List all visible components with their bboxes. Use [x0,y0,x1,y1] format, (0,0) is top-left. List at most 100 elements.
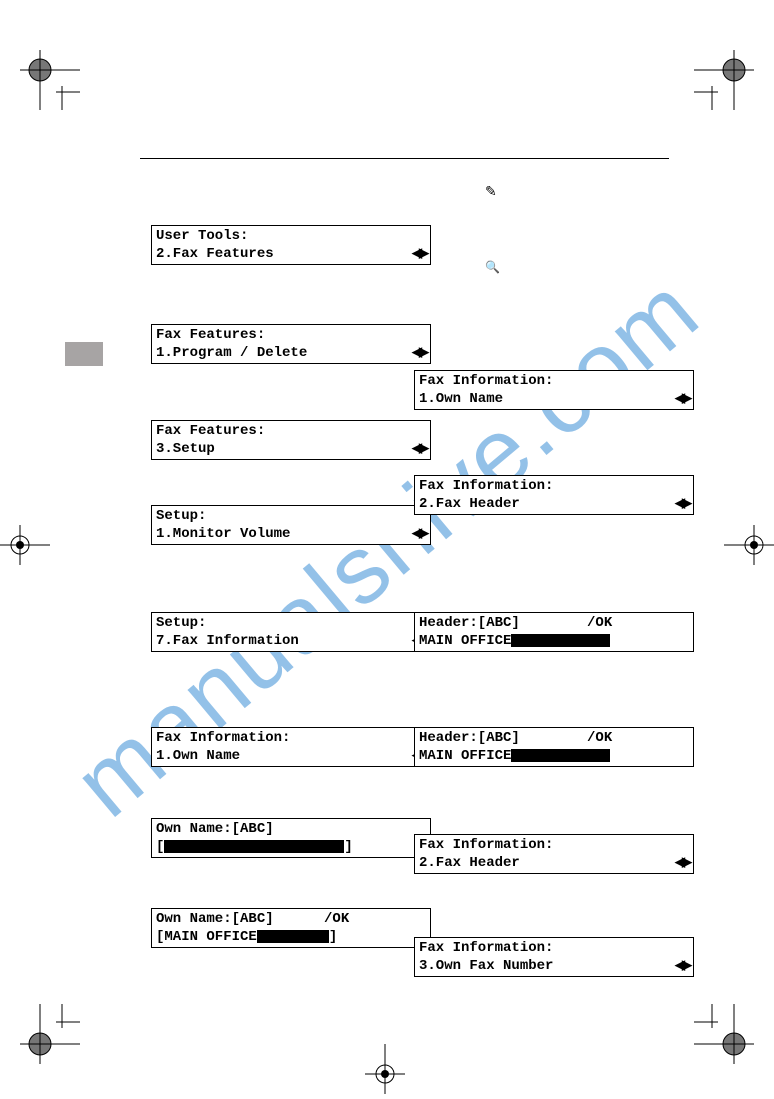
lcd-line2: MAIN OFFICE [419,632,689,650]
cursor-block-icon [284,930,293,943]
cursor-block-icon [529,634,538,647]
lcd-screen: Fax Features:3.Setup◀▶ [151,420,431,460]
lcd-screen: User Tools:2.Fax Features◀▶ [151,225,431,265]
crop-mark-icon [724,520,774,570]
cursor-block-icon [257,930,266,943]
nav-arrows-icon: ◀▶ [675,495,689,513]
lcd-line1: Setup: [156,507,426,525]
cursor-block-icon [254,840,263,853]
cursor-block-icon [520,749,529,762]
cursor-block-icon [218,840,227,853]
registration-mark-icon [20,50,80,110]
lcd-line1: Fax Features: [156,422,426,440]
lcd-line2: 1.Own Name◀▶ [419,390,689,408]
registration-mark-icon [20,1004,80,1064]
nav-arrows-icon: ◀▶ [412,525,426,543]
lcd-line1: Fax Information: [419,836,689,854]
lcd-line2: 2.Fax Header◀▶ [419,495,689,513]
cursor-block-icon [583,749,592,762]
nav-arrows-icon: ◀▶ [412,245,426,263]
lcd-line1: Fax Features: [156,326,426,344]
cursor-block-icon [317,840,326,853]
lcd-line2: MAIN OFFICE [419,747,689,765]
cursor-block-icon [583,634,592,647]
lcd-screen: Fax Information:2.Fax Header◀▶ [414,475,694,515]
crop-mark-icon [360,1044,410,1094]
lcd-line1: Fax Information: [419,939,689,957]
cursor-block-icon [335,840,344,853]
lcd-line2: 2.Fax Header◀▶ [419,854,689,872]
cursor-block-icon [263,840,272,853]
cursor-block-icon [326,840,335,853]
crop-mark-icon [0,520,50,570]
cursor-block-icon [227,840,236,853]
lcd-line1: Own Name:[ABC] [156,820,426,838]
cursor-block-icon [547,634,556,647]
page-number-tab [65,342,103,366]
lcd-line2: 1.Program / Delete◀▶ [156,344,426,362]
nav-arrows-icon: ◀▶ [412,344,426,362]
nav-arrows-icon: ◀▶ [675,957,689,975]
magnifier-icon: 🔍 [485,260,500,274]
lcd-line2: [] [156,838,426,856]
lcd-line2: 2.Fax Features◀▶ [156,245,426,263]
cursor-block-icon [209,840,218,853]
cursor-block-icon [511,749,520,762]
lcd-line1: Header:[ABC] /OK [419,729,689,747]
lcd-line2: 3.Setup◀▶ [156,440,426,458]
cursor-block-icon [592,634,601,647]
lcd-line1: Header:[ABC] /OK [419,614,689,632]
lcd-screen: Setup:1.Monitor Volume◀▶ [151,505,431,545]
cursor-block-icon [565,634,574,647]
lcd-screen: Header:[ABC] /OKMAIN OFFICE [414,612,694,652]
header-rule [140,158,669,159]
cursor-block-icon [236,840,245,853]
cursor-block-icon [538,634,547,647]
cursor-block-icon [556,749,565,762]
cursor-block-icon [293,930,302,943]
cursor-block-icon [308,840,317,853]
cursor-block-icon [565,749,574,762]
lcd-line1: Own Name:[ABC] /OK [156,910,426,928]
nav-arrows-icon: ◀▶ [412,440,426,458]
cursor-block-icon [574,749,583,762]
cursor-block-icon [538,749,547,762]
cursor-block-icon [182,840,191,853]
lcd-line2: [MAIN OFFICE] [156,928,426,946]
cursor-block-icon [547,749,556,762]
lcd-line1: Setup: [156,614,426,632]
cursor-block-icon [272,840,281,853]
cursor-block-icon [275,930,284,943]
lcd-line1: Fax Information: [419,372,689,390]
registration-mark-icon [694,50,754,110]
lcd-screen: Header:[ABC] /OKMAIN OFFICE [414,727,694,767]
cursor-block-icon [191,840,200,853]
cursor-block-icon [601,749,610,762]
lcd-screen: Fax Information:3.Own Fax Number◀▶ [414,937,694,977]
lcd-screen: Fax Information:2.Fax Header◀▶ [414,834,694,874]
lcd-screen: Setup:7.Fax Information◀▶ [151,612,431,652]
cursor-block-icon [556,634,565,647]
cursor-block-icon [320,930,329,943]
nav-arrows-icon: ◀▶ [675,854,689,872]
cursor-block-icon [164,840,173,853]
cursor-block-icon [311,930,320,943]
cursor-block-icon [299,840,308,853]
cursor-block-icon [592,749,601,762]
nav-arrows-icon: ◀▶ [675,390,689,408]
cursor-block-icon [529,749,538,762]
lcd-line1: User Tools: [156,227,426,245]
lcd-line1: Fax Information: [156,729,426,747]
lcd-line2: 1.Own Name◀▶ [156,747,426,765]
pencil-icon: ✎ [485,183,497,200]
cursor-block-icon [511,634,520,647]
lcd-screen: Fax Information:1.Own Name◀▶ [414,370,694,410]
cursor-block-icon [245,840,254,853]
lcd-screen: Own Name:[ABC] /OK[MAIN OFFICE] [151,908,431,948]
lcd-screen: Fax Features:1.Program / Delete◀▶ [151,324,431,364]
lcd-line2: 3.Own Fax Number◀▶ [419,957,689,975]
lcd-screen: Own Name:[ABC][] [151,818,431,858]
cursor-block-icon [290,840,299,853]
cursor-block-icon [520,634,529,647]
lcd-screen: Fax Information:1.Own Name◀▶ [151,727,431,767]
